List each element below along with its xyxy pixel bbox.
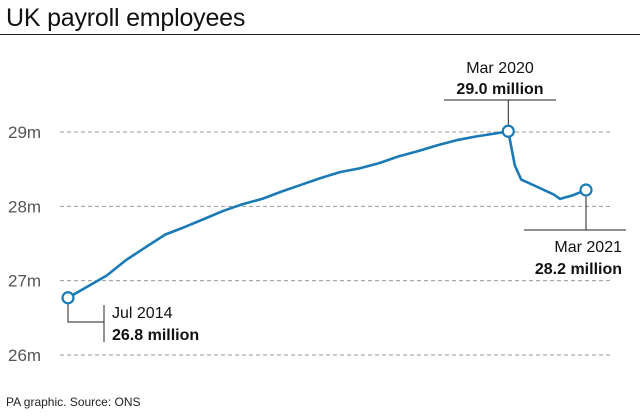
annotation-marker: [61, 291, 75, 305]
annotation-leader: [67, 303, 104, 323]
annotation-value: 29.0 million: [456, 81, 543, 98]
annotations: Jul 2014 26.8 million Mar 2020 29.0 million…: [61, 60, 626, 344]
source-note: PA graphic. Source: ONS: [6, 395, 141, 409]
annotation-marker: [501, 124, 515, 138]
y-tick-label: 28m: [8, 197, 41, 216]
annotation-value: 26.8 million: [112, 327, 199, 344]
title-divider: [0, 34, 640, 35]
annotation-date: Mar 2020: [466, 60, 534, 77]
annotation-date: Mar 2021: [554, 239, 622, 256]
y-tick-label: 26m: [8, 346, 41, 365]
y-axis-ticks: 26m 27m 28m 29m: [8, 123, 41, 365]
chart-title: UK payroll employees: [6, 4, 246, 32]
y-tick-label: 27m: [8, 272, 41, 291]
series-line: [66, 130, 588, 300]
annotation-value: 28.2 million: [535, 261, 622, 278]
y-tick-label: 29m: [8, 123, 41, 142]
series-layer: [66, 130, 588, 300]
annotation-date: Jul 2014: [112, 305, 173, 322]
gridlines: [60, 131, 612, 356]
annotation-marker: [579, 183, 593, 197]
